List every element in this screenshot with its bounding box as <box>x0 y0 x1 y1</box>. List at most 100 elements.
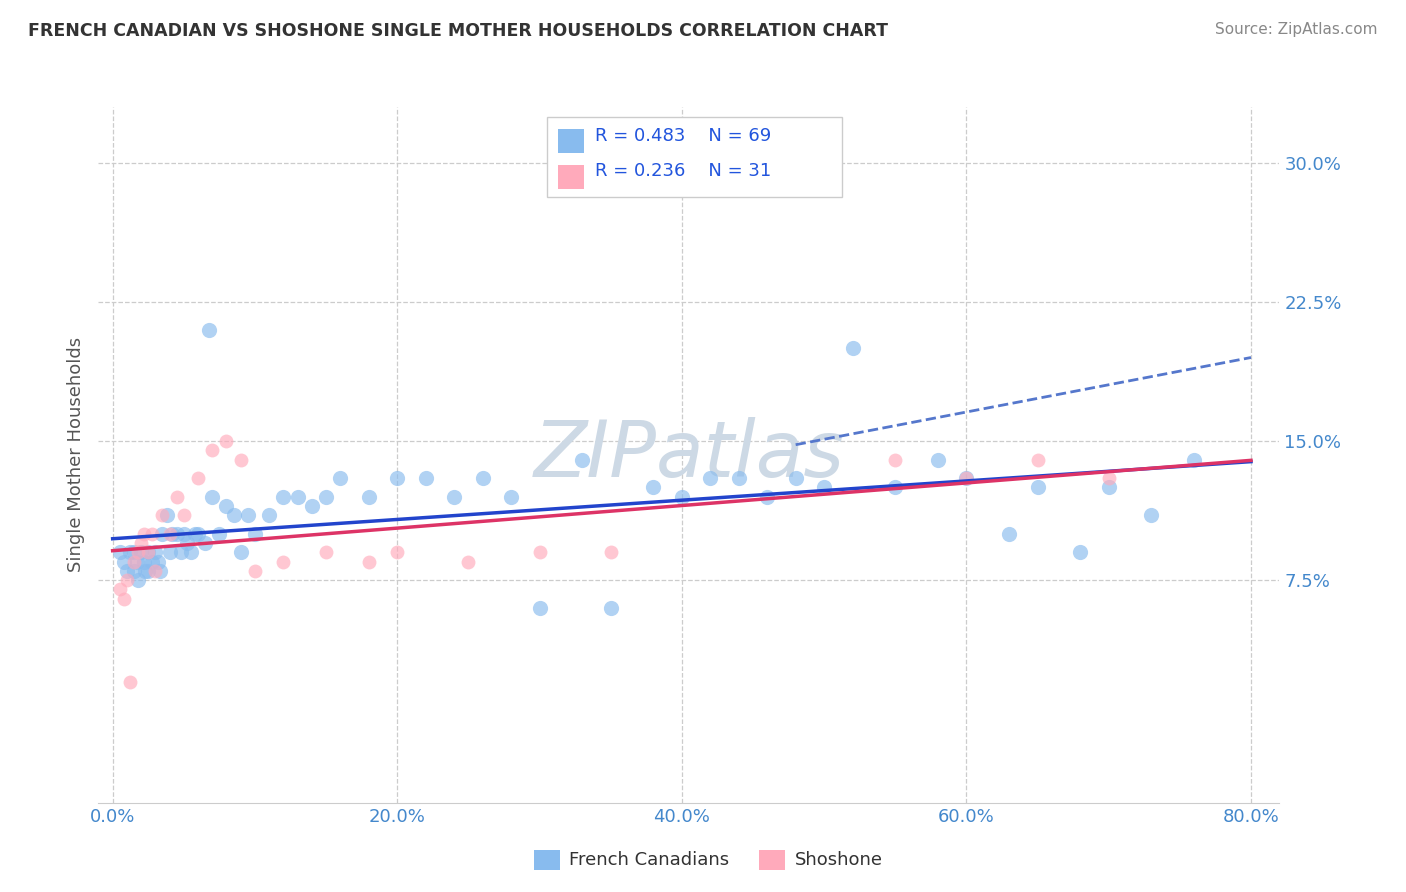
Point <box>415 471 437 485</box>
Point <box>529 601 551 615</box>
Point <box>1098 480 1121 494</box>
Text: ZIPatlas: ZIPatlas <box>533 417 845 493</box>
Point <box>115 564 138 578</box>
Point <box>756 490 779 504</box>
Point <box>1069 545 1091 559</box>
Text: FRENCH CANADIAN VS SHOSHONE SINGLE MOTHER HOUSEHOLDS CORRELATION CHART: FRENCH CANADIAN VS SHOSHONE SINGLE MOTHE… <box>28 22 889 40</box>
Point <box>194 536 217 550</box>
Point <box>273 555 295 569</box>
Point <box>471 471 494 485</box>
Point <box>166 526 188 541</box>
Point <box>159 526 181 541</box>
Point <box>287 490 309 504</box>
Point <box>173 526 195 541</box>
Text: French Canadians: French Canadians <box>569 851 730 869</box>
Point <box>187 526 209 541</box>
Point <box>115 573 138 587</box>
Point <box>273 490 295 504</box>
Y-axis label: Single Mother Households: Single Mother Households <box>66 337 84 573</box>
Point <box>955 471 977 485</box>
Text: R = 0.236    N = 31: R = 0.236 N = 31 <box>595 162 772 180</box>
Point <box>129 545 152 559</box>
Point <box>184 526 207 541</box>
Point <box>1182 452 1205 467</box>
Point <box>229 545 252 559</box>
Point <box>222 508 245 523</box>
Point <box>198 323 221 337</box>
Point <box>599 601 621 615</box>
Point <box>699 471 721 485</box>
Point <box>243 564 266 578</box>
Point <box>118 545 141 559</box>
Point <box>127 573 149 587</box>
Point <box>315 490 337 504</box>
Point <box>599 545 621 559</box>
Point <box>571 452 593 467</box>
Point <box>1026 452 1049 467</box>
Point <box>170 545 193 559</box>
Point <box>257 508 280 523</box>
Point <box>499 490 522 504</box>
Point <box>201 443 224 458</box>
Point <box>127 545 149 559</box>
Point <box>329 471 352 485</box>
Point <box>1140 508 1163 523</box>
Point <box>132 526 155 541</box>
Point <box>215 499 238 513</box>
Point <box>132 555 155 569</box>
Text: R = 0.483    N = 69: R = 0.483 N = 69 <box>595 127 772 145</box>
Point <box>785 471 807 485</box>
Point <box>143 564 166 578</box>
Point <box>643 480 665 494</box>
Point <box>315 545 337 559</box>
Point <box>176 536 198 550</box>
Point <box>136 545 159 559</box>
Point <box>162 526 184 541</box>
Point <box>1026 480 1049 494</box>
Point <box>215 434 238 448</box>
Point <box>129 536 152 550</box>
Point <box>122 545 145 559</box>
Point <box>443 490 465 504</box>
Point <box>457 555 479 569</box>
Point <box>122 555 145 569</box>
Point <box>112 591 135 606</box>
Point <box>159 545 181 559</box>
Point <box>152 526 174 541</box>
Point <box>141 526 163 541</box>
Point <box>108 545 131 559</box>
Point <box>998 526 1021 541</box>
Point <box>927 452 949 467</box>
Point <box>387 545 409 559</box>
Point <box>187 471 209 485</box>
Point <box>134 564 156 578</box>
Point <box>841 341 863 355</box>
Point <box>125 555 148 569</box>
Point <box>148 555 170 569</box>
Point <box>813 480 835 494</box>
Point <box>201 490 224 504</box>
Point <box>173 508 195 523</box>
Point <box>208 526 231 541</box>
Point <box>229 452 252 467</box>
Point <box>387 471 409 485</box>
Point <box>243 526 266 541</box>
Point <box>118 675 141 690</box>
Point <box>149 564 172 578</box>
Point <box>236 508 259 523</box>
Point <box>122 564 145 578</box>
Text: Shoshone: Shoshone <box>794 851 883 869</box>
Point <box>357 490 380 504</box>
Point <box>884 480 907 494</box>
Point <box>136 564 159 578</box>
Point <box>884 452 907 467</box>
Point <box>156 508 179 523</box>
Point <box>529 545 551 559</box>
Point <box>108 582 131 597</box>
Point <box>727 471 749 485</box>
Point <box>141 555 163 569</box>
Point <box>112 555 135 569</box>
Point <box>152 508 174 523</box>
Point <box>671 490 693 504</box>
Point <box>301 499 323 513</box>
